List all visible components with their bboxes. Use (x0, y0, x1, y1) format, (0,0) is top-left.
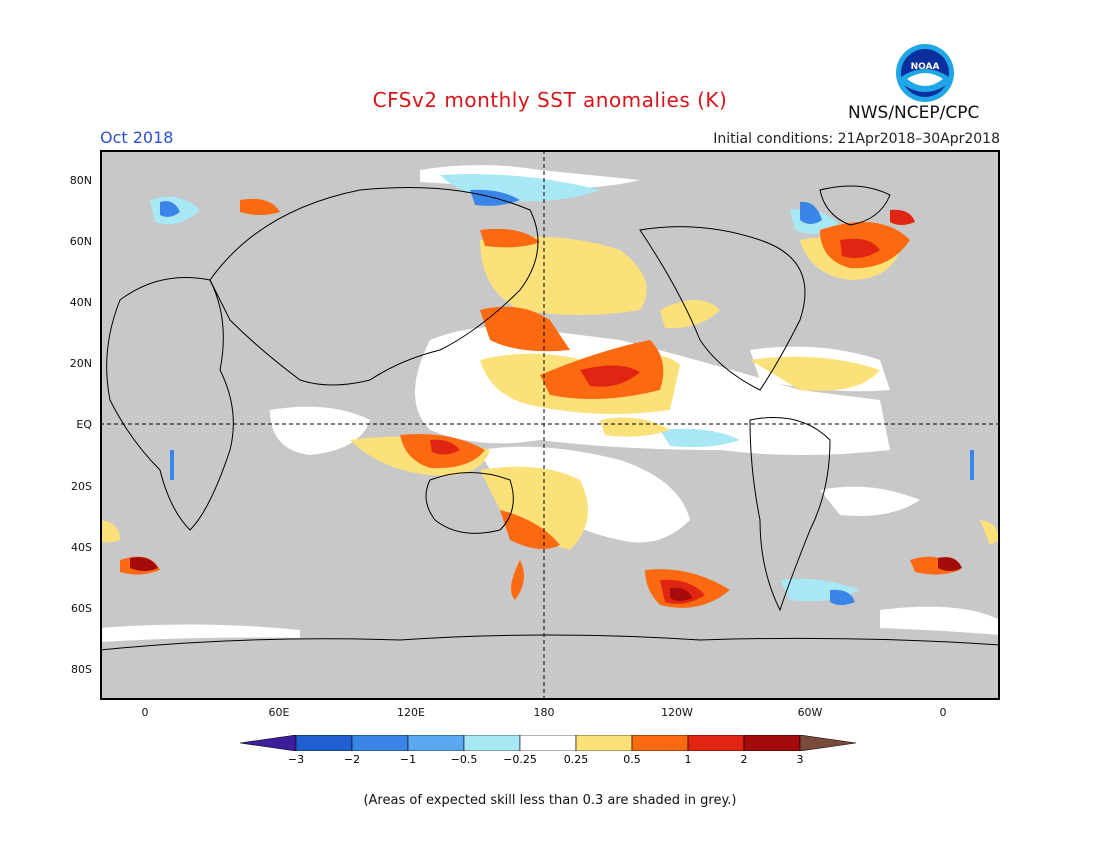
lat-label: 80N (69, 174, 92, 187)
lon-label: 0 (141, 706, 149, 719)
colorbar-segment (351, 734, 409, 752)
lat-label: 40S (71, 541, 92, 554)
lon-label: 0 (939, 706, 947, 719)
lat-label: 20N (69, 357, 92, 370)
lat-label: 20S (71, 480, 92, 493)
colorbar-segment (519, 734, 577, 752)
colorbar-tick-label: −1 (399, 753, 417, 766)
map-svg (99, 150, 1001, 700)
colorbar-segment (687, 734, 745, 752)
colorbar-arrow-low (239, 734, 297, 752)
coastlines (99, 185, 1001, 651)
lon-label: 120W (661, 706, 693, 719)
lat-label: 80S (71, 663, 92, 676)
skill-note: (Areas of expected skill less than 0.3 a… (363, 793, 737, 808)
lat-label: 40N (69, 296, 92, 309)
lat-label: 60S (71, 602, 92, 615)
lat-label: EQ (76, 418, 92, 431)
colorbar-segment (631, 734, 689, 752)
colorbar-tick-label: −3 (287, 753, 305, 766)
moderate-positive-regions (120, 198, 960, 608)
noaa-logo: NOAA (895, 43, 955, 103)
colorbar-arrow-high (799, 734, 857, 752)
map-frame (100, 150, 1000, 700)
lon-label: 120E (397, 706, 425, 719)
lon-label: 180 (533, 706, 555, 719)
colorbar-segment (407, 734, 465, 752)
colorbar (239, 734, 860, 752)
colorbar-segment (295, 734, 353, 752)
colorbar-segment (575, 734, 633, 752)
colorbar-tick-label: 0.5 (623, 753, 641, 766)
colorbar-tick-label: 0.25 (563, 753, 589, 766)
colorbar-segment (463, 734, 521, 752)
initial-conditions: Initial conditions: 21Apr2018–30Apr2018 (713, 131, 1000, 147)
very-strong-positive-regions (130, 557, 962, 601)
logo-text: NOAA (911, 62, 940, 72)
colorbar-tick-label: −0.25 (503, 753, 537, 766)
valid-month: Oct 2018 (100, 128, 174, 147)
lon-label: 60W (797, 706, 823, 719)
colorbar-tick-label: 3 (796, 753, 804, 766)
colorbar-segment (743, 734, 801, 752)
sst-anomaly-map (99, 150, 1001, 700)
lon-label: 60E (268, 706, 290, 719)
colorbar-tick-label: −2 (343, 753, 361, 766)
colorbar-tick-label: 2 (740, 753, 748, 766)
chart-title: CFSv2 monthly SST anomalies (K) (372, 88, 728, 112)
colorbar-svg (239, 734, 857, 752)
colorbar-tick-label: 1 (684, 753, 692, 766)
agency-label: NWS/NCEP/CPC (848, 103, 980, 123)
colorbar-tick-label: −0.5 (450, 753, 478, 766)
lat-label: 60N (69, 235, 92, 248)
